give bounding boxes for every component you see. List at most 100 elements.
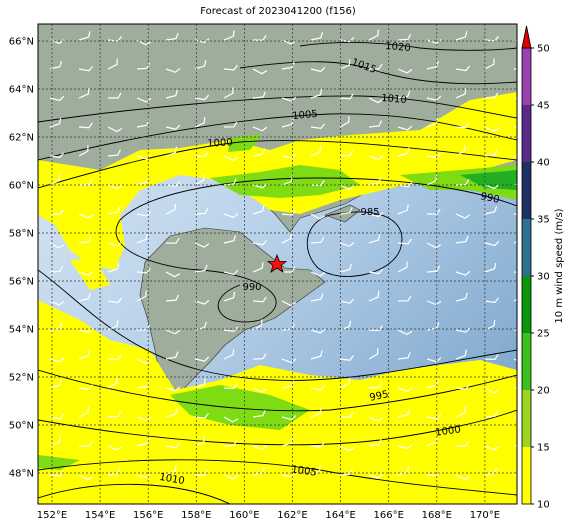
wind-barb	[339, 116, 350, 128]
wind-barb	[223, 121, 238, 128]
wind-barb	[194, 299, 210, 305]
wind-barb	[107, 354, 122, 361]
wind-barb	[455, 31, 468, 41]
wind-barb	[165, 33, 179, 41]
wind-barb	[484, 445, 500, 451]
wind-barb	[223, 155, 239, 162]
wind-barb	[107, 445, 123, 451]
wind-barb	[136, 97, 152, 103]
colorbar-tick-label: 20	[537, 386, 550, 397]
wind-barb	[281, 300, 297, 307]
lon-label: 154°E	[85, 510, 115, 521]
wind-barb	[165, 271, 181, 278]
colorbar-segment	[522, 276, 531, 333]
wind-barb	[484, 387, 500, 394]
wind-barb	[194, 378, 206, 389]
wind-barb	[136, 233, 148, 244]
wind-barb	[223, 213, 239, 219]
lon-label: 162°E	[277, 510, 307, 521]
colorbar-tick-label: 35	[537, 215, 550, 226]
wind-barb	[368, 348, 379, 360]
wind-barb	[426, 174, 438, 186]
wind-barb	[252, 68, 268, 75]
wind-barb	[368, 382, 383, 389]
colorbar-tick-label: 15	[537, 443, 550, 454]
wind-barb	[223, 87, 234, 99]
wind-barb	[368, 155, 384, 161]
lat-label: 54°N	[9, 325, 34, 336]
wind-barb	[223, 474, 239, 480]
wind-barb	[455, 235, 469, 244]
map-area: 1020101510101005100098599099099510001005…	[38, 24, 517, 504]
colorbar-segment	[522, 333, 531, 390]
wind-barb	[49, 61, 63, 70]
wind-barb	[194, 435, 205, 447]
wind-barb	[426, 60, 439, 70]
wind-barb	[339, 207, 353, 215]
lon-label: 158°E	[181, 510, 211, 521]
wind-barb	[194, 413, 209, 419]
wind-barb	[281, 437, 294, 447]
wind-barb	[49, 436, 61, 447]
contour-label: 990	[242, 282, 261, 293]
wind-barb	[223, 178, 237, 186]
wind-barb	[78, 88, 90, 99]
wind-barb	[49, 152, 65, 159]
wind-barb	[194, 151, 209, 158]
wind-barb	[252, 91, 267, 99]
wind-barb	[194, 264, 208, 273]
colorbar-tick-label: 45	[537, 101, 550, 112]
contour-label: 1010	[381, 93, 407, 106]
wind-barb	[397, 465, 410, 476]
wind-barb	[282, 266, 296, 273]
wind-barb	[397, 204, 409, 215]
contour	[38, 113, 517, 161]
wind-barb	[136, 62, 151, 70]
wind-barb	[223, 416, 239, 423]
wind-barb	[455, 474, 471, 481]
wind-barb	[281, 175, 293, 186]
wind-barb	[252, 319, 263, 331]
wind-barb	[107, 58, 118, 70]
wind-barb	[310, 293, 324, 302]
wind-barb	[78, 474, 94, 481]
wind-barb	[339, 59, 351, 70]
wind-barb	[223, 348, 235, 360]
wind-barb	[223, 235, 237, 244]
wind-barb	[223, 64, 238, 71]
wind-barb	[339, 411, 354, 418]
wind-barb	[252, 205, 265, 215]
wind-barb	[368, 291, 380, 302]
wind-barb	[78, 406, 90, 418]
contour-label: 1020	[385, 41, 411, 54]
wind-barb	[310, 385, 326, 391]
wind-barb	[165, 442, 181, 449]
wind-barb	[165, 89, 178, 99]
wind-barb	[368, 29, 379, 41]
graticule	[38, 24, 517, 504]
wind-barb	[310, 464, 321, 476]
colorbar-segment	[522, 447, 531, 504]
wind-barb	[78, 213, 94, 219]
wind-barb	[136, 211, 152, 217]
wind-barb	[397, 387, 413, 393]
wind-barb	[223, 383, 238, 389]
contour-label: 1010	[158, 472, 185, 487]
lat-label: 66°N	[9, 37, 34, 48]
wind-barb	[252, 296, 267, 303]
wind-barb	[281, 415, 297, 421]
wind-barb	[78, 31, 91, 41]
wind-barb	[78, 327, 94, 333]
wind-barb	[165, 237, 180, 244]
colorbar-tick-label: 25	[537, 329, 550, 340]
contour	[239, 61, 517, 85]
wind-barb	[369, 63, 383, 70]
wind-barb	[165, 181, 180, 187]
wind-barb	[426, 413, 442, 420]
wind-barb	[165, 408, 178, 418]
wind-barb	[136, 290, 147, 302]
wind-barb	[223, 326, 239, 333]
wind-barb	[281, 153, 297, 159]
wind-barb	[426, 242, 442, 249]
